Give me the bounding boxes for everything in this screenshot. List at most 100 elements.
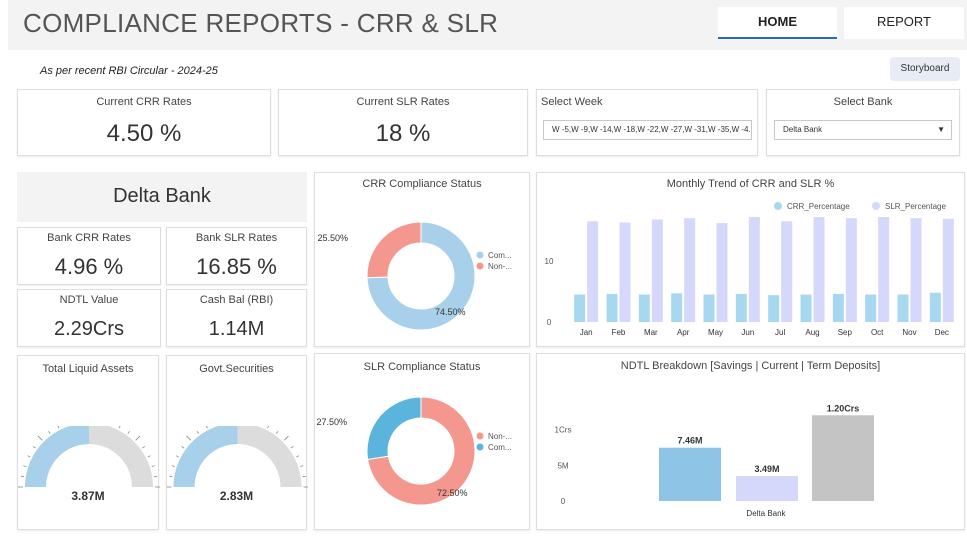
gauge-tick xyxy=(23,465,27,467)
gauge-tick xyxy=(135,435,141,441)
x-tick-label: Feb xyxy=(612,328,626,337)
crr-compliance-card: CRR Compliance Status 74.50% 25.50% Com...… xyxy=(314,172,530,347)
bar-slr_percentage xyxy=(587,221,599,322)
select-bank-dropdown[interactable]: Delta Bank ▼ xyxy=(774,120,952,140)
gauge-ticks xyxy=(167,426,308,488)
gauge-tick xyxy=(118,426,121,429)
donut-slice xyxy=(367,396,476,506)
gauge-tick xyxy=(151,465,155,467)
govt-securities-card: Govt.Securities 2.83M xyxy=(166,355,308,530)
x-tick-label: Jun xyxy=(741,328,754,337)
bar-crr_percentage xyxy=(671,293,683,322)
slice-label: 72.50% xyxy=(437,488,468,498)
ndtl-bar xyxy=(812,415,874,501)
gauge-tick xyxy=(147,455,151,458)
x-tick-label: Jul xyxy=(775,328,785,337)
gauge-fill xyxy=(25,426,89,487)
slice-label: 27.50% xyxy=(316,417,347,427)
bar-crr_percentage xyxy=(735,293,747,322)
cash-bal-value: 1.14M xyxy=(208,318,265,340)
bar-crr_percentage xyxy=(638,294,650,322)
donut-slice xyxy=(366,396,422,461)
gauge-tick xyxy=(57,426,60,429)
legend-marker xyxy=(872,202,880,210)
bar-crr_percentage xyxy=(929,292,941,322)
select-week-dropdown[interactable]: W -5,W -9,W -14,W -18,W -22,W -27,W -31,… xyxy=(543,120,752,140)
liquid-assets-gauge xyxy=(18,426,160,488)
gauge-tick xyxy=(48,430,51,434)
bar-slr_percentage xyxy=(910,218,922,322)
ndtl-bar-label: 3.49M xyxy=(754,464,779,474)
select-bank-label: Select Bank xyxy=(833,96,893,108)
bar-slr_percentage xyxy=(781,221,793,322)
x-tick-label: Aug xyxy=(805,328,819,337)
monthly-trend-card: Monthly Trend of CRR and SLR % CRR_Perce… xyxy=(536,172,965,347)
gauge-tick xyxy=(300,465,304,467)
bar-slr_percentage xyxy=(878,216,890,322)
bar-slr_percentage xyxy=(845,218,857,322)
ndtl-value-card: NDTL Value 2.29Crs xyxy=(17,289,161,347)
bar-slr_percentage xyxy=(942,218,954,322)
gauge-tick xyxy=(142,446,146,449)
x-tick-label: Nov xyxy=(902,328,916,337)
bar-crr_percentage xyxy=(768,295,780,322)
liquid-assets-label: Total Liquid Assets xyxy=(42,363,134,375)
x-tick-label: Delta Bank xyxy=(746,509,786,518)
bank-slr-label: Bank SLR Rates xyxy=(195,232,278,244)
slice-label: 74.50% xyxy=(435,307,466,317)
gauge-tick xyxy=(275,430,279,434)
ndtl-bar xyxy=(736,476,798,501)
legend-label: SLR_Percentage xyxy=(885,202,946,211)
govt-securities-gauge xyxy=(167,426,308,488)
ndtl-breakdown-title: NDTL Breakdown [Savings | Current | Term… xyxy=(620,360,881,372)
gauge-tick xyxy=(283,435,289,441)
legend-label: Non-... xyxy=(488,262,512,271)
chevron-down-icon: ▼ xyxy=(937,125,945,134)
ndtl-bar-label: 7.46M xyxy=(677,436,702,446)
monthly-trend-title: Monthly Trend of CRR and SLR % xyxy=(666,178,835,190)
nav-home-button[interactable]: HOME xyxy=(718,7,837,39)
bar-crr_percentage xyxy=(897,294,909,322)
current-slr-value: 18 % xyxy=(375,120,431,147)
bank-name-panel: Delta Bank xyxy=(17,172,307,222)
bank-crr-card: Bank CRR Rates 4.96 % xyxy=(17,227,161,285)
ndtl-bar xyxy=(659,447,721,501)
bar-slr_percentage xyxy=(651,219,663,322)
legend-marker xyxy=(476,432,484,440)
donut-slice xyxy=(366,221,422,279)
select-bank-card: Select Bank Delta Bank ▼ xyxy=(766,89,960,156)
cash-bal-label: Cash Bal (RBI) xyxy=(199,294,274,306)
gauge-tick xyxy=(32,446,36,449)
nav-report-button[interactable]: REPORT xyxy=(844,7,964,39)
gauge-tick xyxy=(296,455,300,458)
legend-marker xyxy=(476,262,484,270)
x-tick-label: Dec xyxy=(935,328,949,337)
select-week-card: Select Week W -5,W -9,W -14,W -18,W -22,… xyxy=(536,89,758,156)
y-tick-label: 1Crs xyxy=(555,426,572,435)
liquid-assets-card: Total Liquid Assets 3.87M xyxy=(17,355,160,530)
slr-compliance-card: SLR Compliance Status 72.50% 27.50% Non-..… xyxy=(314,353,530,530)
y-tick-label: 5M xyxy=(557,461,568,470)
current-crr-label: Current CRR Rates xyxy=(96,96,192,108)
x-tick-label: May xyxy=(708,328,723,337)
bank-crr-label: Bank CRR Rates xyxy=(47,232,131,244)
gauge-ticks xyxy=(18,426,160,488)
bar-crr_percentage xyxy=(800,294,812,322)
select-bank-value: Delta Bank xyxy=(783,125,823,134)
bar-crr_percentage xyxy=(574,294,586,322)
gauge-tick xyxy=(196,430,200,434)
legend-marker xyxy=(476,251,484,259)
x-tick-label: Sep xyxy=(838,328,853,337)
y-tick-label: 10 xyxy=(545,257,554,266)
legend-label: CRR_Percentage xyxy=(787,202,850,211)
cash-bal-card: Cash Bal (RBI) 1.14M xyxy=(166,289,307,347)
legend-label: Com... xyxy=(488,251,512,260)
storyboard-button[interactable]: Storyboard xyxy=(890,57,960,81)
slice-label: 25.50% xyxy=(317,233,348,243)
page-title: COMPLIANCE REPORTS - CRR & SLR xyxy=(23,8,499,38)
legend-marker xyxy=(774,202,782,210)
bar-crr_percentage xyxy=(703,294,715,322)
bar-slr_percentage xyxy=(684,218,696,322)
current-slr-label: Current SLR Rates xyxy=(356,96,450,108)
slr-compliance-title: SLR Compliance Status xyxy=(363,361,481,373)
